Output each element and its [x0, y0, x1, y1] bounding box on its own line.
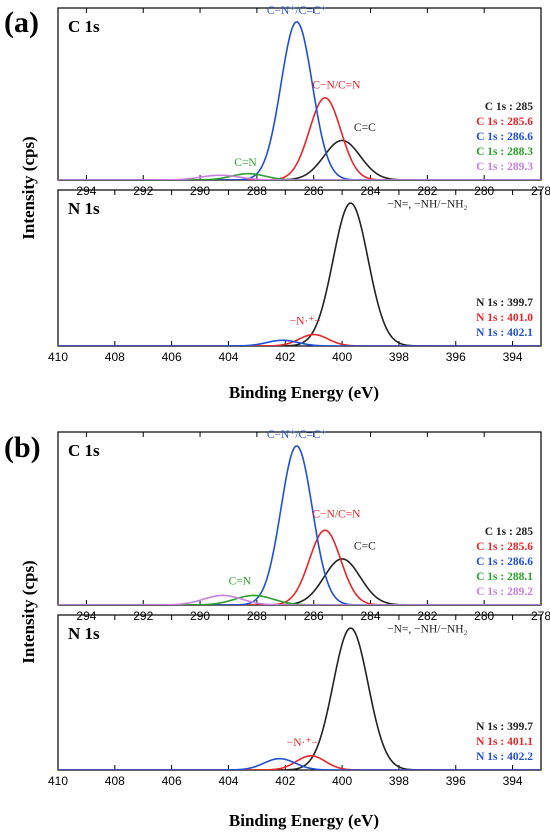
x-tick-label: 396	[446, 774, 466, 788]
peak-curve	[58, 21, 541, 180]
legend-entry: N 1s : 402.1	[476, 327, 533, 339]
legend-entry: C 1s : 285	[485, 101, 533, 113]
panel-subtitle: N 1s	[68, 199, 100, 218]
x-tick-label: 282	[417, 184, 437, 198]
x-tick-label: 394	[503, 350, 523, 364]
peak-curve	[58, 529, 541, 605]
legend-entry: C 1s : 286.6	[476, 556, 533, 568]
peak-annotation: C−N/C=N	[312, 79, 361, 91]
legend-entry: C 1s : 285.6	[476, 116, 533, 128]
peak-curve	[58, 594, 541, 605]
peak-curve	[58, 627, 541, 770]
x-tick-label: 292	[133, 184, 153, 198]
x-tick-label: 286	[304, 184, 324, 198]
legend-entry: C 1s : 288.3	[476, 146, 533, 158]
peak-annotation: C−N⁺/C=C⁺	[267, 5, 327, 17]
peak-annotation: −N·⁺−	[290, 316, 321, 328]
peak-curve	[58, 558, 541, 605]
x-tick-label: 400	[332, 774, 352, 788]
x-axis-label-b: Binding Energy (eV)	[229, 811, 379, 830]
peak-annotation: C=C	[354, 122, 376, 134]
plot-frame	[57, 431, 542, 606]
x-tick-label: 288	[247, 184, 267, 198]
x-tick-label: 292	[133, 609, 153, 623]
legend-entry: C 1s : 289.3	[476, 161, 533, 173]
x-tick-label: 394	[503, 774, 523, 788]
peak-curve	[58, 755, 541, 770]
x-tick-label: 398	[389, 774, 409, 788]
peak-curve	[58, 139, 541, 180]
panel-subtitle: C 1s	[68, 17, 100, 36]
y-axis-label-b: Intensity (cps)	[19, 560, 38, 663]
x-tick-label: 284	[361, 184, 381, 198]
peak-annotation: −N=, −NH/−NH₂	[387, 623, 467, 635]
legend-entry: N 1s : 399.7	[476, 297, 533, 309]
legend-entry: N 1s : 401.0	[476, 312, 533, 324]
legend-entry: N 1s : 401.1	[476, 736, 533, 748]
x-tick-label: 290	[190, 184, 210, 198]
x-tick-label: 280	[474, 184, 494, 198]
chart-panel-2: 410 408 406 404 402 400 398 396 394 N 1s N 1s : 39…	[48, 189, 542, 364]
x-tick-label: 398	[389, 350, 409, 364]
x-tick-label: 410	[48, 774, 68, 788]
x-tick-label: 402	[275, 350, 295, 364]
peak-curve	[58, 339, 541, 346]
x-tick-label: 404	[218, 774, 238, 788]
legend-entry: C 1s : 288.1	[476, 571, 533, 583]
peak-curve	[58, 202, 541, 346]
panel-subtitle: C 1s	[68, 441, 100, 460]
y-axis-label-a: Intensity (cps)	[19, 136, 38, 239]
x-tick-label: 406	[162, 350, 182, 364]
x-tick-label: 294	[76, 184, 96, 198]
x-tick-label: 282	[417, 609, 437, 623]
legend-entry: C 1s : 285	[485, 526, 533, 538]
x-tick-label: 406	[162, 774, 182, 788]
x-tick-label: 404	[218, 350, 238, 364]
x-tick-label: 408	[105, 774, 125, 788]
legend-entry: C 1s : 286.6	[476, 131, 533, 143]
x-tick-label: 288	[247, 609, 267, 623]
legend-entry: C 1s : 285.6	[476, 541, 533, 553]
x-tick-label: 400	[332, 350, 352, 364]
x-tick-label: 280	[474, 609, 494, 623]
peak-annotation: C−N⁺/C=C⁺	[267, 429, 327, 441]
plot-frame	[57, 614, 542, 771]
legend-entry: N 1s : 399.7	[476, 721, 533, 733]
peak-curve	[58, 96, 541, 180]
peak-annotation: C=N	[229, 575, 252, 587]
x-tick-label: 290	[190, 609, 210, 623]
legend-entry: N 1s : 402.2	[476, 751, 533, 763]
peak-annotation: C=C	[354, 540, 376, 552]
peak-annotation: C−N/C=N	[312, 509, 361, 521]
panel-subtitle: N 1s	[68, 624, 100, 643]
legend-entry: C 1s : 289.2	[476, 586, 533, 598]
peak-curve	[58, 445, 541, 605]
panel-letter-a: (a)	[4, 6, 39, 39]
peak-curve	[58, 757, 541, 770]
panel-letter-b: (b)	[4, 431, 41, 464]
x-tick-label: 286	[304, 609, 324, 623]
x-tick-label: 294	[76, 609, 96, 623]
plot-frame	[57, 189, 542, 347]
peak-curve	[58, 594, 541, 605]
x-tick-label: 402	[275, 774, 295, 788]
x-tick-label: 408	[105, 350, 125, 364]
peak-annotation: −N=, −NH/−NH₂	[387, 198, 467, 210]
x-tick-label: 284	[361, 609, 381, 623]
peak-annotation: −N·⁺−	[287, 737, 318, 749]
peak-annotation: C=N	[234, 157, 257, 169]
x-tick-label: 410	[48, 350, 68, 364]
x-axis-label-a: Binding Energy (eV)	[229, 383, 379, 402]
peak-curve	[58, 333, 541, 346]
x-tick-label: 396	[446, 350, 466, 364]
chart-panel-4: 410 408 406 404 402 400 398 396 394 N 1s N 1s : 39…	[48, 614, 542, 788]
plot-frame	[57, 7, 542, 181]
